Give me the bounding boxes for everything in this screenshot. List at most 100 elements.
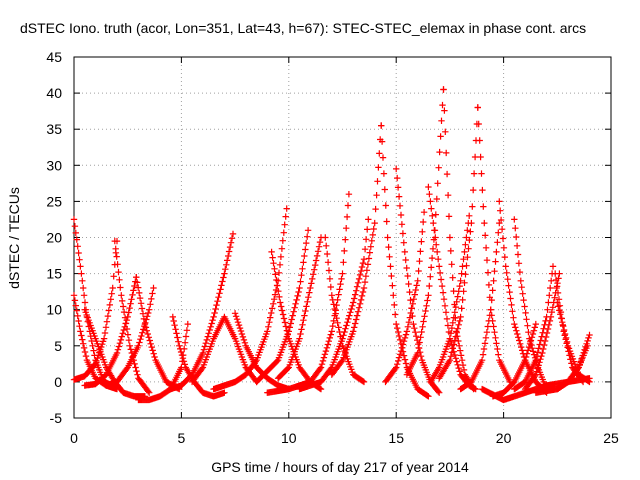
data-point bbox=[455, 364, 462, 372]
data-point bbox=[72, 302, 79, 309]
data-point bbox=[101, 329, 109, 337]
data-point bbox=[495, 229, 502, 236]
data-point bbox=[76, 256, 83, 263]
data-point bbox=[278, 245, 286, 252]
data-point bbox=[579, 352, 586, 359]
data-point bbox=[119, 330, 126, 337]
data-point bbox=[586, 331, 593, 339]
data-point bbox=[147, 301, 154, 308]
data-point bbox=[430, 219, 437, 227]
data-point bbox=[111, 237, 118, 245]
data-point bbox=[554, 289, 562, 297]
data-point bbox=[266, 319, 273, 326]
data-point bbox=[401, 248, 408, 256]
data-point bbox=[74, 243, 81, 250]
data-point bbox=[314, 248, 322, 255]
data-point bbox=[104, 312, 112, 320]
data-point bbox=[513, 233, 520, 241]
data-point bbox=[294, 292, 301, 300]
data-point bbox=[136, 289, 143, 297]
data-point bbox=[394, 184, 402, 191]
data-point bbox=[521, 303, 528, 310]
data-point bbox=[420, 218, 427, 226]
data-point bbox=[338, 358, 345, 365]
data-point bbox=[522, 353, 530, 361]
data-point bbox=[398, 221, 406, 228]
data-point bbox=[466, 236, 473, 244]
data-point bbox=[331, 305, 338, 313]
data-point bbox=[362, 236, 370, 243]
arc-series bbox=[188, 313, 260, 386]
data-point bbox=[206, 326, 213, 334]
data-point bbox=[425, 292, 432, 299]
data-point bbox=[315, 243, 323, 250]
data-point bbox=[360, 256, 368, 263]
data-point bbox=[360, 378, 368, 386]
data-point bbox=[391, 301, 398, 309]
data-point bbox=[280, 315, 288, 322]
arc-series bbox=[382, 209, 428, 386]
data-point bbox=[108, 290, 115, 297]
data-point bbox=[443, 315, 451, 323]
arc-series bbox=[478, 375, 593, 404]
data-point bbox=[462, 241, 469, 248]
data-point bbox=[443, 149, 450, 157]
data-point bbox=[461, 248, 468, 256]
data-point bbox=[302, 246, 309, 253]
data-point bbox=[427, 273, 434, 280]
data-point bbox=[310, 271, 317, 278]
data-point bbox=[433, 195, 440, 203]
data-point bbox=[513, 327, 520, 334]
data-point bbox=[307, 284, 314, 292]
data-point bbox=[476, 137, 483, 144]
data-point bbox=[465, 245, 472, 252]
data-point bbox=[393, 165, 400, 173]
data-point bbox=[200, 346, 208, 353]
data-point bbox=[490, 323, 497, 330]
data-point bbox=[139, 329, 146, 336]
y-tick-label: 45 bbox=[46, 49, 62, 65]
data-point bbox=[345, 191, 353, 198]
arc-series bbox=[322, 234, 368, 386]
data-point bbox=[279, 237, 286, 244]
data-point bbox=[291, 304, 298, 311]
data-point bbox=[217, 286, 224, 293]
data-point bbox=[399, 230, 407, 237]
data-point bbox=[290, 308, 297, 315]
data-point bbox=[282, 213, 289, 220]
data-point bbox=[221, 270, 228, 277]
data-point bbox=[113, 253, 120, 260]
data-point bbox=[103, 318, 111, 325]
data-point bbox=[399, 341, 407, 348]
data-point bbox=[409, 312, 416, 320]
data-point bbox=[414, 349, 421, 357]
data-point bbox=[264, 328, 271, 335]
data-point bbox=[395, 357, 402, 365]
data-point bbox=[425, 183, 432, 191]
data-point bbox=[417, 334, 424, 341]
data-point bbox=[324, 341, 332, 348]
data-point bbox=[283, 205, 290, 212]
data-point bbox=[417, 353, 425, 360]
data-point bbox=[357, 267, 365, 275]
data-point bbox=[303, 303, 310, 310]
data-point bbox=[455, 321, 462, 328]
data-point bbox=[517, 277, 524, 284]
data-point bbox=[201, 343, 208, 350]
data-point bbox=[444, 322, 452, 329]
data-point bbox=[70, 216, 78, 223]
data-point bbox=[437, 276, 445, 283]
data-point bbox=[547, 313, 555, 321]
data-point bbox=[403, 264, 410, 272]
data-point bbox=[409, 300, 416, 307]
data-point bbox=[274, 282, 281, 289]
data-point bbox=[394, 324, 401, 332]
data-point bbox=[518, 343, 525, 351]
data-point bbox=[584, 337, 591, 345]
data-point bbox=[518, 284, 525, 291]
data-point bbox=[136, 339, 143, 346]
data-point bbox=[424, 297, 431, 304]
data-point bbox=[279, 311, 287, 318]
data-point bbox=[482, 334, 490, 341]
data-point bbox=[324, 259, 332, 266]
